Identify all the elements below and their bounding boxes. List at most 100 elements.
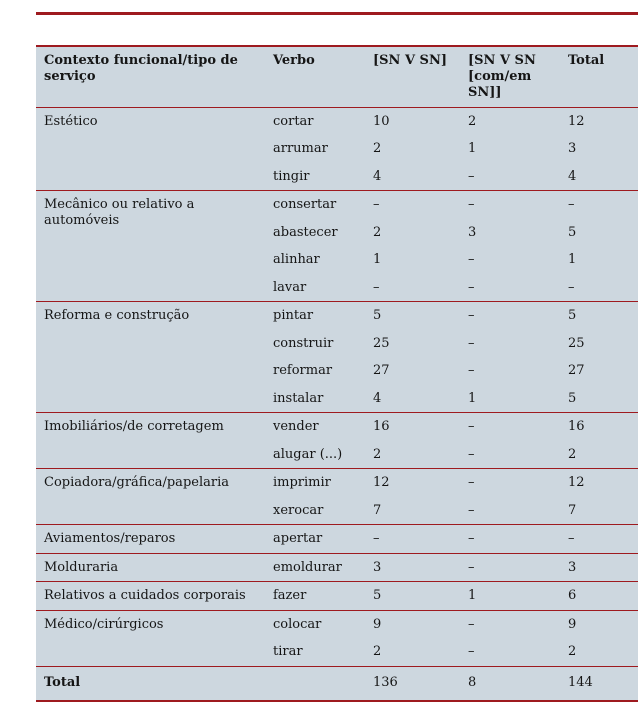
value-cell: 5 — [568, 390, 577, 406]
value-cell: – — [460, 524, 560, 553]
value-cell: 9 — [365, 609, 460, 638]
value-cell: – — [460, 412, 560, 441]
value-cell: – — [365, 190, 460, 219]
value-cell: 16 — [560, 412, 638, 441]
value-cell: – — [365, 524, 460, 553]
value-cell: 6 — [560, 581, 638, 610]
table-row: abastecer 2 3 5 — [36, 219, 638, 247]
value-cell: 10 — [365, 106, 460, 135]
header-contexto: Contexto funcional/tipo de serviço — [36, 46, 265, 108]
value-cell: 25 — [373, 335, 390, 351]
table-row: Imobiliários/de corretagem vender 16–16 — [36, 412, 638, 469]
verb-cell: arrumar — [273, 141, 328, 156]
total-overall: 144 — [560, 665, 638, 701]
table-row: arrumar 2 1 3 — [36, 135, 638, 163]
verb-cell: tirar — [273, 644, 303, 659]
category-cell: Copiadora/gráfica/papelaria — [36, 468, 265, 525]
value-cell: 2 — [568, 644, 577, 659]
value-cell: 2 — [373, 224, 382, 240]
category-cell: Reforma e construção — [36, 301, 265, 413]
table-row: construir 25 – 25 — [36, 330, 638, 358]
table-row: Molduraria emoldurar 3–3 — [36, 552, 638, 582]
header-sn-v-sn: [SN V SN] — [365, 46, 460, 108]
table-row: Relativos a cuidados corporais fazer 5 1 6 — [36, 581, 638, 610]
category-cell: Molduraria — [36, 552, 265, 582]
value-cell: 4 — [373, 390, 382, 406]
value-cell: 7 — [373, 502, 382, 518]
verb-cell: colocar — [265, 609, 365, 638]
verb-cell: alugar (...) — [273, 446, 343, 462]
value-cell: 3 — [568, 141, 577, 156]
value-cell: – — [460, 552, 560, 582]
value-cell: – — [373, 279, 380, 295]
value-cell: – — [468, 644, 475, 659]
table-row: Estético cortar 10 2 12 — [36, 106, 638, 191]
verb-cell: pintar — [265, 301, 365, 330]
table-row: Médico/cirúrgicos colocar 9–9 — [36, 609, 638, 666]
value-cell: 12 — [560, 468, 638, 497]
value-cell: – — [468, 502, 475, 518]
verb-cell: alinhar — [273, 252, 320, 267]
value-cell: – — [460, 468, 560, 497]
value-cell: 27 — [373, 363, 390, 378]
value-cell: – — [468, 279, 475, 295]
header-row: Contexto funcional/tipo de serviço Verbo… — [36, 46, 638, 108]
value-cell: 25 — [568, 335, 585, 351]
header-total: Total — [560, 46, 638, 108]
value-cell: – — [560, 524, 638, 553]
table-body: Estético cortar 10 2 12 arrumar 2 1 3 tingir 4–4 Me… — [36, 106, 638, 666]
category-cell: Aviamentos/reparos — [36, 524, 265, 553]
value-cell: – — [568, 279, 575, 295]
top-rule — [36, 12, 638, 15]
value-cell: – — [468, 168, 475, 184]
total-row: Total 136 8 144 — [36, 665, 638, 701]
value-cell: 4 — [373, 168, 382, 184]
value-cell: 2 — [568, 446, 577, 462]
verb-cell: apertar — [265, 524, 365, 553]
table-row: alinhar 1 – 1 — [36, 246, 638, 274]
header-sn-v-sn-com-em: [SN V SN [com/em SN]] — [460, 46, 560, 108]
table-row: Aviamentos/reparos apertar – – – — [36, 524, 638, 553]
value-cell: – — [460, 301, 560, 330]
verb-cell: lavar — [273, 279, 307, 295]
value-cell: 1 — [460, 581, 560, 610]
value-cell: 5 — [365, 581, 460, 610]
category-cell: Mecânico ou relativo a automóveis — [36, 190, 265, 302]
value-cell: 3 — [560, 552, 638, 582]
value-cell: 16 — [365, 412, 460, 441]
value-cell: 5 — [560, 301, 638, 330]
value-cell: 1 — [468, 141, 477, 156]
value-cell: 12 — [365, 468, 460, 497]
value-cell: – — [468, 446, 475, 462]
category-cell: Imobiliários/de corretagem — [36, 412, 265, 469]
value-cell: 4 — [568, 168, 577, 184]
table-row: instalar 4 1 5 — [36, 385, 638, 413]
table-row: tirar 2 – 2 — [36, 638, 638, 666]
value-cell: – — [560, 190, 638, 219]
table-row: reformar 27 – 27 — [36, 357, 638, 385]
value-cell: – — [468, 335, 475, 351]
total-label: Total — [36, 665, 265, 701]
value-cell: 5 — [568, 224, 577, 240]
category-cell: Relativos a cuidados corporais — [36, 581, 265, 610]
total-sn-v-sn: 136 — [365, 665, 460, 701]
verb-cell: vender — [265, 412, 365, 441]
value-cell: – — [468, 363, 475, 378]
value-cell: 1 — [373, 252, 382, 267]
value-cell: 12 — [560, 106, 638, 135]
value-cell: 3 — [365, 552, 460, 582]
service-verbs-table: Contexto funcional/tipo de serviço Verbo… — [36, 45, 638, 702]
verb-cell: fazer — [265, 581, 365, 610]
verb-cell: tingir — [273, 168, 310, 184]
table-row: Copiadora/gráfica/papelaria imprimir 12–12 — [36, 468, 638, 525]
category-cell: Médico/cirúrgicos — [36, 609, 265, 666]
table-row: tingir 4 – 4 — [36, 163, 638, 191]
value-cell: 9 — [560, 609, 638, 638]
verb-cell: cortar — [265, 106, 365, 135]
value-cell: – — [460, 190, 560, 219]
value-cell: 2 — [373, 644, 382, 659]
value-cell: 2 — [460, 106, 560, 135]
table-row: xerocar 7 – 7 — [36, 497, 638, 525]
header-verbo: Verbo — [265, 46, 365, 108]
value-cell: 7 — [568, 502, 577, 518]
